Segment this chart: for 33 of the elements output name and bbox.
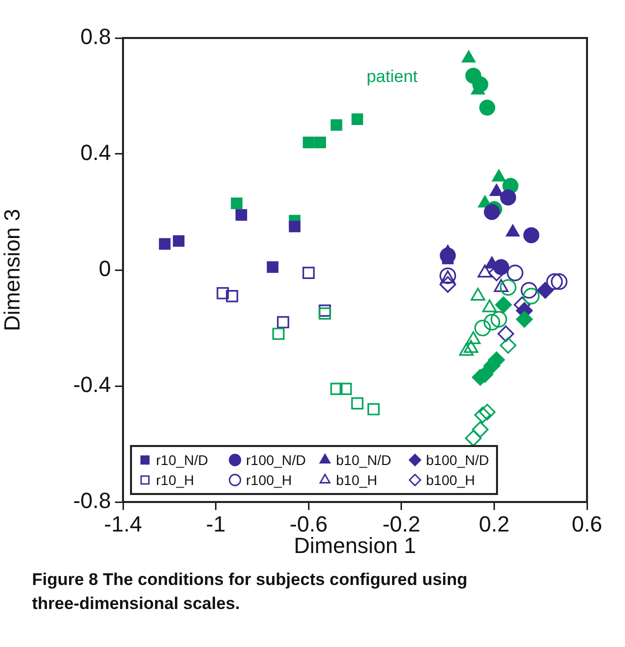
x-tick-label: -1.4 — [104, 511, 142, 536]
legend-label: r10_N/D — [156, 452, 208, 468]
point — [474, 406, 491, 424]
legend-label: b100_H — [426, 472, 476, 488]
y-axis-title: Dimension 3 — [0, 208, 24, 332]
legend-label: r100_H — [246, 472, 292, 488]
y-tick-label: 0.4 — [80, 140, 111, 166]
point — [351, 397, 364, 410]
legend-label: b100_N/D — [426, 452, 490, 468]
point — [516, 310, 533, 328]
point — [272, 328, 285, 340]
caption: Figure 8 The conditions for subjects configured using three-dimensional scales. — [32, 569, 468, 615]
point — [478, 404, 496, 420]
point — [465, 430, 482, 446]
point — [340, 382, 352, 396]
legend-label: b10_H — [336, 472, 378, 488]
y-tick-label: -0.4 — [73, 372, 111, 398]
point — [330, 382, 343, 396]
annotation: patient — [366, 67, 418, 86]
x-tick-label: -1 — [206, 511, 226, 536]
point — [318, 307, 331, 320]
y-tick-label: 0 — [98, 256, 111, 282]
point — [500, 337, 516, 354]
point — [472, 421, 489, 438]
point — [494, 296, 512, 314]
legend-label: r100_N/D — [246, 452, 306, 468]
y-tick-label: -0.8 — [73, 488, 111, 514]
x-tick-label: 0.2 — [478, 511, 510, 536]
x-tick-label: 0.6 — [572, 511, 602, 536]
y-tick-label: 0.8 — [80, 24, 111, 50]
legend-label: r10_H — [156, 472, 194, 488]
point — [367, 403, 380, 416]
legend-label: b10_N/D — [336, 452, 392, 468]
